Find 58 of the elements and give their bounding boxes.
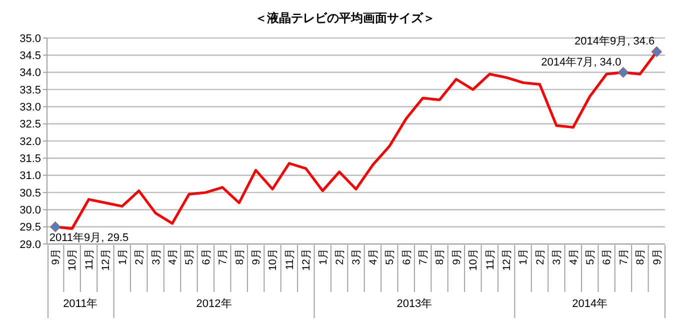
x-tick-label: 7月 xyxy=(217,248,230,265)
x-tick-label: 3月 xyxy=(150,248,162,265)
chart-title: ＜液晶テレビの平均画面サイズ＞ xyxy=(255,11,435,25)
x-tick-label: 5月 xyxy=(384,248,396,265)
x-tick-label: 11月 xyxy=(484,248,496,270)
x-tick-label: 12月 xyxy=(100,248,112,271)
y-tick-label: 32.5 xyxy=(20,118,41,131)
x-tick-label: 12月 xyxy=(501,248,513,271)
x-tick-label: 9月 xyxy=(50,248,62,265)
x-tick-label: 5月 xyxy=(584,248,597,265)
x-tick-label: 7月 xyxy=(618,248,630,265)
text: 2013年 xyxy=(396,298,432,310)
x-tick-label: 6月 xyxy=(601,248,614,265)
data-label: 2014年9月, 34.6 xyxy=(574,36,655,48)
x-tick-label: 6月 xyxy=(400,248,413,265)
x-tick-label: 11月 xyxy=(83,248,96,270)
x-tick-label: 4月 xyxy=(568,248,580,265)
x-tick-label: 4月 xyxy=(367,248,380,265)
x-tick-label: 11月 xyxy=(284,248,296,270)
x-tick-label: 1月 xyxy=(518,248,530,265)
x-tick-label: 3月 xyxy=(551,248,564,265)
x-tick-label: 8月 xyxy=(234,248,246,265)
x-tick-label: 8月 xyxy=(434,248,446,265)
x-tick-label: 1月 xyxy=(116,248,129,265)
y-tick-label: 34.0 xyxy=(20,67,41,80)
y-tick-label: 30.0 xyxy=(20,204,41,217)
x-tick-label: 2月 xyxy=(534,248,546,265)
x-tick-label: 3月 xyxy=(350,248,363,265)
x-tick-label: 9月 xyxy=(651,248,664,265)
y-tick-label: 31.5 xyxy=(20,153,41,166)
y-tick-label: 33.0 xyxy=(20,102,41,114)
y-tick-label: 35.0 xyxy=(20,32,41,45)
x-tick-label: 7月 xyxy=(417,248,430,265)
y-tick-label: 32.0 xyxy=(20,136,41,148)
y-tick-label: 31.0 xyxy=(20,170,41,182)
y-tick-label: 29.0 xyxy=(20,238,41,251)
text: 2012年 xyxy=(196,298,232,310)
y-tick-label: 30.5 xyxy=(20,187,41,200)
x-tick-label: 9月 xyxy=(250,248,262,265)
data-label: 2011年9月, 29.5 xyxy=(49,232,129,244)
y-tick-label: 33.5 xyxy=(20,84,41,96)
x-tick-label: 4月 xyxy=(166,248,179,265)
data-label: 2014年7月, 34.0 xyxy=(541,56,622,68)
y-tick-label: 34.5 xyxy=(20,50,41,62)
text: 2011年 xyxy=(63,298,98,310)
x-tick-label: 5月 xyxy=(184,248,196,265)
x-tick-label: 1月 xyxy=(317,248,330,265)
x-tick-label: 8月 xyxy=(634,248,647,265)
x-tick-label: 10月 xyxy=(468,248,480,271)
text: 2014年 xyxy=(572,298,608,310)
x-tick-label: 12月 xyxy=(300,248,313,271)
x-tick-label: 10月 xyxy=(66,248,79,271)
x-tick-label: 2月 xyxy=(134,248,146,265)
x-tick-label: 9月 xyxy=(450,248,463,265)
x-tick-label: 6月 xyxy=(200,248,212,265)
x-tick-label: 2月 xyxy=(334,248,346,265)
y-tick-label: 29.5 xyxy=(20,222,41,234)
x-tick-label: 10月 xyxy=(267,248,280,271)
